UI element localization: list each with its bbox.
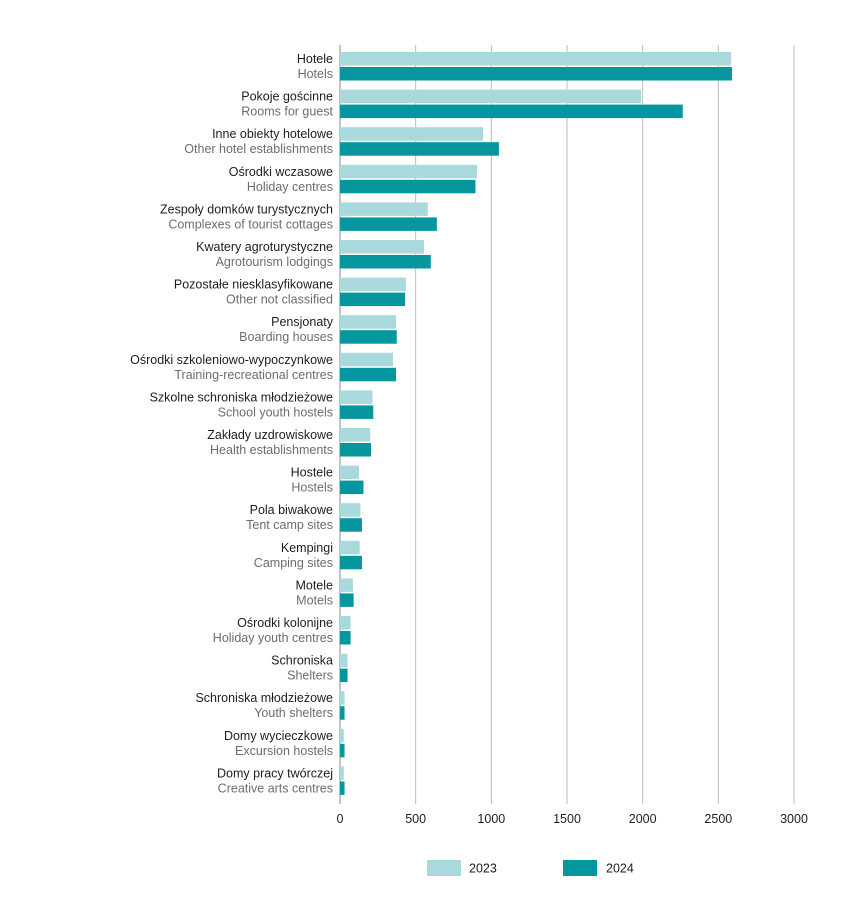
legend: 2023 2024 bbox=[427, 860, 634, 876]
bar-2023-4 bbox=[340, 202, 428, 216]
category-label-pl: Szkolne schroniska młodzieżowe bbox=[150, 390, 333, 404]
bar-2023-18 bbox=[340, 728, 344, 743]
category-label-en: Rooms for guest bbox=[241, 105, 333, 119]
category-label-pl: Zakłady uzdrowiskowe bbox=[207, 428, 333, 442]
category-label-en: Health establishments bbox=[210, 443, 333, 457]
legend-label-2024: 2024 bbox=[606, 862, 634, 876]
category-label-en: Excursion hostels bbox=[235, 744, 333, 758]
bar-2023-1 bbox=[340, 89, 642, 104]
bar-2024-18 bbox=[340, 743, 345, 758]
bar-2023-15 bbox=[340, 616, 351, 630]
x-tick-label: 500 bbox=[405, 812, 426, 826]
bar-2023-2 bbox=[340, 127, 484, 141]
bar-2024-5 bbox=[340, 255, 431, 269]
category-label-en: Complexes of tourist cottages bbox=[168, 217, 333, 231]
bar-2023-14 bbox=[340, 578, 353, 592]
category-label-en: Motels bbox=[296, 593, 333, 607]
category-label-pl: Zespoły domków turystycznych bbox=[160, 202, 333, 216]
bar-2024-2 bbox=[340, 142, 499, 156]
category-label-en: Youth shelters bbox=[254, 706, 333, 720]
bar-2023-10 bbox=[340, 428, 371, 442]
bar-2023-11 bbox=[340, 465, 359, 480]
x-tick-label: 2000 bbox=[629, 812, 657, 826]
bar-2024-11 bbox=[340, 480, 364, 495]
category-label-pl: Schroniska bbox=[271, 654, 333, 668]
category-label-pl: Domy pracy twórczej bbox=[217, 766, 333, 780]
x-tick-label: 3000 bbox=[780, 812, 808, 826]
category-label-en: Hostels bbox=[291, 481, 333, 495]
bar-2023-12 bbox=[340, 503, 361, 517]
category-label-en: Other not classified bbox=[226, 293, 333, 307]
category-label-pl: Pozostałe niesklasyfikowane bbox=[174, 278, 333, 292]
category-label-pl: Kempingi bbox=[281, 541, 333, 555]
bar-2023-3 bbox=[340, 164, 477, 179]
bar-2024-14 bbox=[340, 593, 354, 607]
category-label-pl: Motele bbox=[295, 578, 333, 592]
bar-2024-19 bbox=[340, 781, 345, 795]
bar-2024-10 bbox=[340, 443, 372, 457]
category-label-pl: Hotele bbox=[297, 52, 333, 66]
category-label-pl: Ośrodki szkoleniowo-wypoczynkowe bbox=[130, 353, 333, 367]
x-tick-label: 0 bbox=[337, 812, 344, 826]
category-label-en: Shelters bbox=[287, 669, 333, 683]
bar-2024-13 bbox=[340, 555, 362, 570]
category-label-pl: Domy wycieczkowe bbox=[224, 729, 333, 743]
category-label-pl: Kwatery agroturystyczne bbox=[196, 240, 333, 254]
category-label-en: Creative arts centres bbox=[218, 781, 333, 795]
category-label-en: Hotels bbox=[298, 67, 333, 81]
legend-swatch-2023 bbox=[427, 860, 461, 876]
x-tick-label: 2500 bbox=[704, 812, 732, 826]
bar-2024-0 bbox=[340, 67, 732, 81]
category-label-pl: Ośrodki kolonijne bbox=[237, 616, 333, 630]
bar-2023-17 bbox=[340, 691, 345, 705]
bar-2024-8 bbox=[340, 367, 396, 382]
bar-2024-3 bbox=[340, 179, 476, 194]
bar-2023-5 bbox=[340, 240, 424, 254]
category-label-en: Tent camp sites bbox=[246, 518, 333, 532]
category-label-en: Holiday centres bbox=[247, 180, 333, 194]
category-label-en: Camping sites bbox=[254, 556, 333, 570]
bar-2024-16 bbox=[340, 668, 348, 683]
category-label-pl: Schroniska młodzieżowe bbox=[195, 691, 333, 705]
category-label-pl: Pokoje gościnne bbox=[241, 90, 333, 104]
bar-2024-17 bbox=[340, 706, 345, 720]
bar-2024-6 bbox=[340, 292, 406, 307]
category-label-pl: Ośrodki wczasowe bbox=[229, 165, 333, 179]
category-label-en: School youth hostels bbox=[218, 405, 333, 419]
bar-2023-6 bbox=[340, 277, 406, 292]
category-label-en: Boarding houses bbox=[239, 330, 333, 344]
category-label-pl: Inne obiekty hotelowe bbox=[212, 127, 333, 141]
bar-2024-12 bbox=[340, 518, 362, 532]
bar-2023-13 bbox=[340, 540, 360, 555]
bar-2024-4 bbox=[340, 217, 437, 231]
bar-2024-9 bbox=[340, 405, 374, 419]
legend-swatch-2024 bbox=[563, 860, 597, 876]
bar-2023-19 bbox=[340, 766, 344, 780]
x-axis-ticks: 0 500 1000 1500 2000 2500 3000 bbox=[337, 812, 808, 826]
x-tick-label: 1500 bbox=[553, 812, 581, 826]
bar-2023-9 bbox=[340, 390, 373, 404]
category-label-en: Holiday youth centres bbox=[213, 631, 333, 645]
category-label-en: Other hotel establishments bbox=[184, 142, 333, 156]
category-label-en: Training-recreational centres bbox=[174, 368, 333, 382]
category-label-pl: Pola biwakowe bbox=[250, 503, 333, 517]
category-label-pl: Pensjonaty bbox=[271, 315, 334, 329]
bar-2023-0 bbox=[340, 52, 732, 66]
bars bbox=[340, 52, 732, 795]
bar-2023-16 bbox=[340, 653, 348, 668]
gridlines bbox=[339, 45, 795, 804]
bar-2024-15 bbox=[340, 631, 351, 645]
bar-2023-7 bbox=[340, 315, 396, 329]
category-label-en: Agrotourism lodgings bbox=[216, 255, 333, 269]
x-tick-label: 1000 bbox=[477, 812, 505, 826]
legend-label-2023: 2023 bbox=[469, 862, 497, 876]
bar-2023-8 bbox=[340, 352, 393, 367]
category-label-pl: Hostele bbox=[291, 466, 333, 480]
bar-2024-1 bbox=[340, 104, 683, 119]
bar-2024-7 bbox=[340, 330, 397, 344]
